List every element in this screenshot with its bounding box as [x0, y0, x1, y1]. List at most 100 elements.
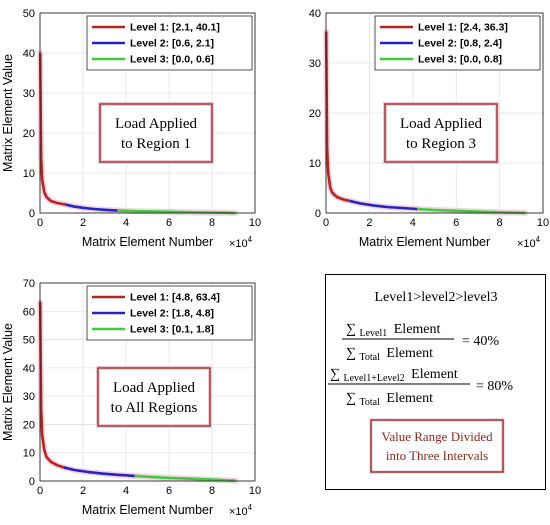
eq2-den-sigma: ∑	[346, 391, 356, 406]
svg-text:∑ Level1 Eleme: ∑ Level1 Element	[346, 322, 441, 340]
x-tick-label: 4	[123, 217, 129, 229]
svg-text:∑ Total Elemen: ∑ Total Element	[346, 391, 433, 409]
x-tick-label: 8	[209, 485, 215, 497]
y-tick-label: 70	[23, 278, 35, 290]
y-axis-label: Matrix Element Value	[1, 323, 15, 441]
eq1-num-sigma: ∑	[346, 322, 356, 337]
series-line	[134, 474, 236, 482]
x-axis-label: Matrix Element Number	[359, 235, 490, 249]
series-line	[38, 301, 65, 469]
plot-frame	[325, 12, 544, 214]
annotation-line: Load Applied	[400, 116, 483, 132]
x-tick-label: 10	[537, 217, 549, 229]
x-tick-label: 0	[37, 485, 43, 497]
svg-text:∑ Total Elemen: ∑ Total Element	[346, 346, 433, 364]
legend-label: Level 1: [2.1, 40.1]	[130, 22, 220, 34]
legend-label: Level 3: [0.0, 0.6]	[130, 54, 214, 66]
y-tick-label: 10	[23, 448, 35, 460]
annotation-box-glow	[383, 102, 499, 164]
annotation-box	[99, 103, 213, 163]
y-tick-label: 30	[23, 391, 35, 403]
x-exponent-base: ×10	[229, 506, 248, 518]
legend-label: Level 2: [1.8, 4.8]	[130, 308, 214, 320]
plot-frame	[39, 12, 256, 214]
annotation-line: to All Regions	[111, 400, 198, 416]
note-box	[370, 419, 504, 473]
y-tick-label: 30	[309, 58, 321, 70]
chart-region-3: 0 2 4 6 8 10 0 10 20 30 40 Load Applied to Region 3 L…	[309, 8, 549, 250]
series-line	[324, 31, 351, 203]
x-exponent-power: 4	[248, 503, 253, 512]
eq2-result: = 80%	[476, 379, 513, 394]
y-tick-label: 10	[309, 158, 321, 170]
summary-panel: Level1>level2>level3 ∑ Level1 Element ∑ …	[325, 274, 546, 490]
x-tick-label: 4	[410, 217, 416, 229]
note-box-glow	[369, 418, 505, 474]
x-tick-label: 2	[80, 485, 86, 497]
annotation-box	[384, 103, 498, 163]
x-tick-label: 0	[323, 217, 329, 229]
annotation-line: Load Applied	[115, 116, 198, 132]
x-tick-label: 2	[366, 217, 372, 229]
eq2-num-element: Element	[411, 367, 458, 382]
x-exponent-power: 4	[536, 235, 541, 244]
chart-region-1: 0 2 4 6 8 10 0 10 20 30 40 50 Load Applied to Region …	[1, 8, 261, 250]
eq2-num-sub: Level1+Level2	[343, 373, 404, 384]
annotation-box-glow	[96, 366, 212, 428]
x-tick-label: 6	[453, 217, 459, 229]
x-exponent-base: ×10	[517, 238, 536, 250]
x-tick-label: 10	[249, 217, 261, 229]
x-tick-label: 8	[209, 217, 215, 229]
x-exponent-power: 4	[248, 235, 253, 244]
x-tick-label: 6	[166, 485, 172, 497]
eq1-den-element: Element	[386, 346, 433, 361]
x-tick-label: 4	[123, 485, 129, 497]
y-tick-label: 50	[23, 335, 35, 347]
equation-level1-level2: ∑ Level1+Level2 Element ∑ Total Element …	[328, 367, 513, 409]
series-line	[349, 199, 418, 211]
x-tick-label: 10	[249, 485, 261, 497]
y-tick-label: 0	[29, 476, 35, 488]
annotation-box-glow	[98, 102, 214, 164]
series-line	[38, 52, 67, 206]
eq2-den-sub: Total	[359, 397, 380, 408]
x-tick-label: 8	[497, 217, 503, 229]
svg-text:∑ Level1+Level2: ∑ Level1+Level2 Element	[330, 367, 458, 385]
series-line	[63, 466, 135, 478]
note-line-1: Value Range Divided	[381, 429, 493, 444]
x-exponent: ×104	[229, 503, 253, 518]
eq1-den-sigma: ∑	[346, 346, 356, 361]
y-tick-label: 40	[309, 8, 321, 20]
eq2-num-sigma: ∑	[330, 367, 340, 382]
annotation-line: to Region 3	[406, 136, 476, 152]
eq1-num-element: Element	[394, 322, 441, 337]
y-axis-label: Matrix Element Value	[1, 54, 15, 172]
legend-label: Level 3: [0.0, 0.8]	[418, 54, 502, 66]
y-tick-label: 10	[23, 168, 35, 180]
summary-heading: Level1>level2>level3	[374, 290, 497, 305]
x-exponent-base: ×10	[229, 238, 248, 250]
eq2-den-element: Element	[386, 391, 433, 406]
y-tick-label: 40	[23, 48, 35, 60]
y-tick-label: 40	[23, 363, 35, 375]
annotation-line: to Region 1	[121, 136, 191, 152]
plot-frame	[39, 282, 256, 482]
y-tick-label: 30	[23, 88, 35, 100]
x-axis-label: Matrix Element Number	[82, 235, 213, 249]
legend-label: Level 2: [0.8, 2.4]	[418, 38, 502, 50]
eq1-result: = 40%	[462, 334, 499, 349]
y-tick-label: 0	[29, 208, 35, 220]
legend-label: Level 2: [0.6, 2.1]	[130, 38, 214, 50]
y-tick-label: 50	[23, 8, 35, 20]
summary-formulas: Level1>level2>level3 ∑ Level1 Element ∑ …	[328, 290, 513, 474]
equation-level1: ∑ Level1 Element ∑ Total Element = 40%	[342, 322, 499, 364]
eq1-den-sub: Total	[359, 352, 380, 363]
y-tick-label: 20	[309, 108, 321, 120]
x-tick-label: 6	[166, 217, 172, 229]
y-tick-label: 20	[23, 419, 35, 431]
eq1-num-sub: Level1	[359, 328, 387, 339]
legend-label: Level 1: [4.8, 63.4]	[130, 292, 220, 304]
y-tick-label: 60	[23, 306, 35, 318]
annotation-box	[97, 367, 211, 427]
y-tick-label: 0	[315, 208, 321, 220]
